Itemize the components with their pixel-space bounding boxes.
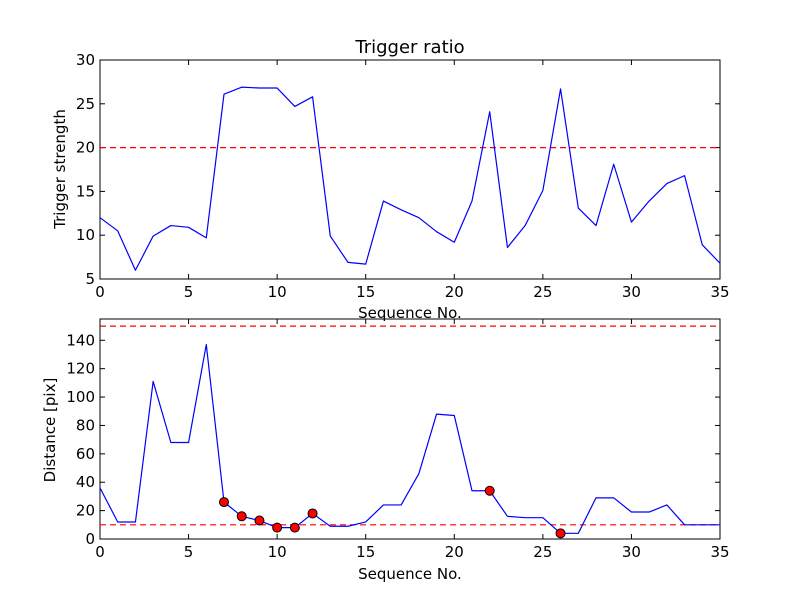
bottom-chart-marker-point [555,528,566,539]
top-chart-xtick-label: 10 [268,283,287,301]
bottom-chart-xtick-label: 10 [268,543,287,561]
top-chart-xtick-label: 35 [710,283,729,301]
bottom-chart-series-line [99,343,720,534]
top-chart-ytick-label: 5 [85,270,95,288]
top-chart-xtick-label: 30 [622,283,641,301]
top-chart-xtick-label: 25 [533,283,552,301]
top-chart-xtick-label: 20 [445,283,464,301]
top-chart-ytick-label: 30 [76,51,95,69]
bottom-chart-ytick-label: 120 [66,360,95,378]
bottom-chart-xtick-label: 25 [533,543,552,561]
top-chart-ytick-label: 25 [76,95,95,113]
bottom-chart-ytick-label: 140 [66,331,95,349]
bottom-chart-ytick-label: 20 [76,502,95,520]
top-chart-series-line [99,86,721,271]
bottom-chart-marker-point [236,511,247,522]
bottom-chart-xtick-label: 5 [184,543,194,561]
bottom-chart-ytick-label: 100 [66,388,95,406]
top-chart-xtick-label: 5 [184,283,194,301]
bottom-chart-xtick-label: 35 [710,543,729,561]
top-chart-ytick-label: 10 [76,226,95,244]
bottom-chart-marker-point [272,522,283,533]
bottom-chart: Sequence No. Distance [pix] 0 5 10 15 20 25 30… [41,318,730,583]
bottom-chart-ytick-label: 40 [76,473,95,491]
bottom-chart-xtick-label: 0 [95,543,105,561]
bottom-chart-ytick-label: 60 [76,445,95,463]
bottom-chart-marker-point [289,522,300,533]
bottom-chart-ytick-label: 0 [85,530,95,548]
top-chart: Trigger ratio Sequence No. Trigger stren… [51,37,730,322]
top-chart-ylabel: Trigger strength [51,109,69,230]
bottom-chart-xtick-label: 20 [445,543,464,561]
bottom-chart-xtick-label: 15 [356,543,375,561]
bottom-chart-marker-point [219,497,229,508]
top-chart-title: Trigger ratio [354,37,464,58]
bottom-chart-xtick-label: 30 [622,543,641,561]
top-chart-xtick-label: 15 [356,283,375,301]
bottom-chart-ytick-label: 80 [76,416,95,434]
bottom-chart-xlabel: Sequence No. [358,565,462,583]
top-chart-xlabel: Sequence No. [358,304,462,322]
bottom-chart-marker-point [254,515,265,526]
top-chart-xtick-label: 0 [95,283,105,301]
top-chart-ytick-label: 15 [76,182,95,200]
bottom-chart-marker-point [484,485,495,496]
top-chart-ytick-label: 20 [76,139,95,157]
top-chart-frame [99,59,721,280]
bottom-chart-ylabel: Distance [pix] [41,378,59,483]
bottom-chart-frame [99,318,721,540]
bottom-chart-marker-point [307,508,318,519]
